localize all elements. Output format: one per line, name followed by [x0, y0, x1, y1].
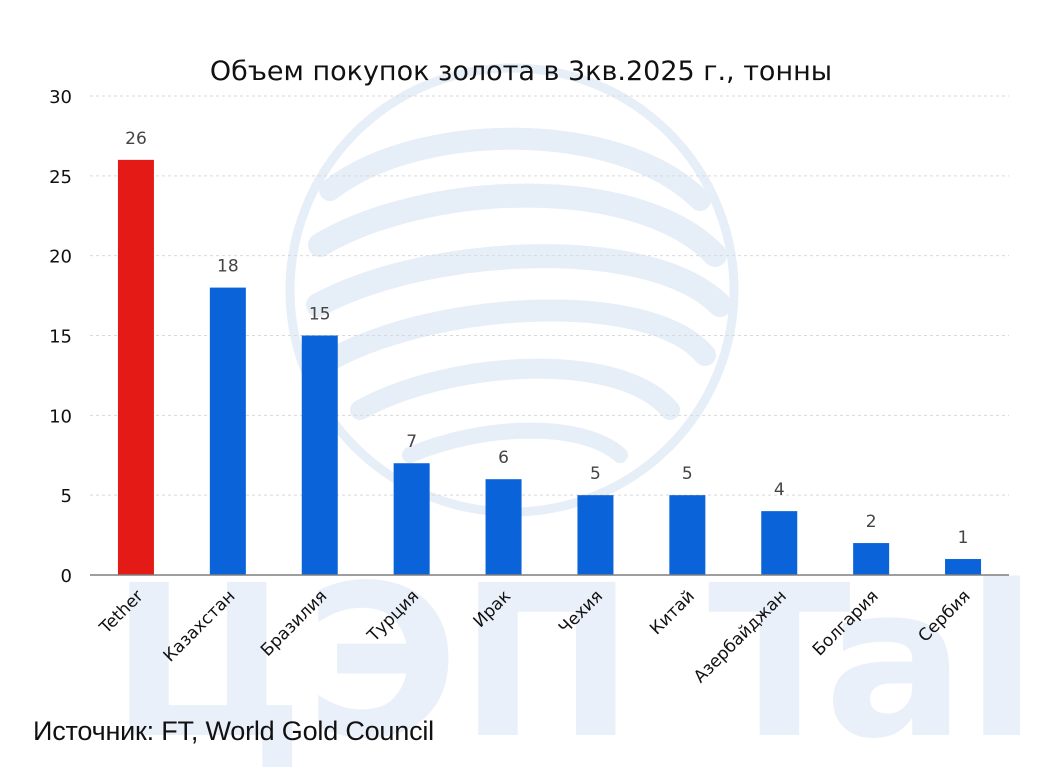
data-label: 26 [125, 129, 147, 149]
y-tick-label: 20 [49, 247, 72, 268]
bar [945, 559, 982, 575]
data-label: 4 [774, 480, 785, 500]
data-label: 7 [406, 432, 417, 452]
y-tick-label: 0 [61, 566, 72, 587]
chart-title: Объем покупок золота в 3кв.2025 г., тонн… [210, 56, 832, 87]
data-label: 6 [498, 448, 509, 468]
bar [393, 463, 430, 575]
watermark-text: ЦЭП Talks [110, 540, 1038, 767]
data-label: 2 [866, 512, 877, 532]
y-tick-label: 30 [49, 87, 72, 108]
data-label: 18 [217, 257, 239, 277]
bar [669, 495, 706, 575]
data-label: 5 [682, 464, 693, 484]
bar [209, 287, 246, 575]
y-tick-label: 15 [49, 327, 72, 348]
y-tick-label: 5 [61, 486, 72, 507]
data-label: 15 [309, 305, 331, 325]
y-tick-label: 25 [49, 167, 72, 188]
bar [577, 495, 614, 575]
bar [117, 159, 154, 575]
bar [761, 511, 798, 575]
source-note: Источник: FT, World Gold Council [33, 716, 434, 746]
watermark-logo-icon: ЦЭП Talks [110, 63, 1038, 772]
data-label: 1 [958, 528, 969, 548]
y-tick-label: 10 [49, 406, 72, 427]
bar [485, 479, 522, 575]
bar [853, 543, 890, 575]
bar [301, 335, 338, 575]
data-label: 5 [590, 464, 601, 484]
